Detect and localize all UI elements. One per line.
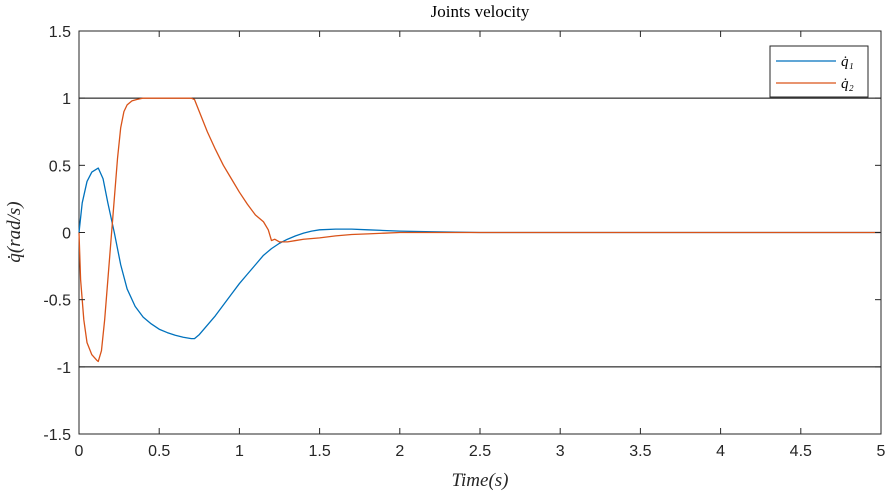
x-tick-label: 0: [75, 443, 84, 460]
y-tick-label: 0.5: [49, 158, 71, 175]
x-tick-label: 0.5: [148, 443, 170, 460]
x-axis-label: Time(s): [452, 470, 509, 491]
y-tick-label: -0.5: [43, 293, 71, 310]
y-axis-label: q̇(rad/s): [4, 201, 25, 262]
y-tick-label: 0: [62, 226, 71, 243]
x-tick-label: 2.5: [469, 443, 491, 460]
series-layer: [78, 97, 881, 363]
series-line-2: [78, 97, 881, 363]
x-tick-label: 4.5: [790, 443, 812, 460]
ticks-layer: 0 0.5 1 1.5 2 2.5 3 3.5 4 4.5 5 -1.5 -1 -0.5 0 0.5 1 1.5: [43, 24, 885, 460]
x-tick-label: 1: [235, 443, 244, 460]
y-tick-label: -1: [57, 360, 71, 377]
legend-label-1: q̇₁: [841, 54, 854, 70]
y-tick-label: -1.5: [43, 427, 71, 444]
legend: q̇₁ q̇₂: [769, 45, 869, 98]
y-tick-label: 1: [62, 91, 71, 108]
series-line-1: [78, 167, 881, 340]
x-tick-label: 2: [395, 443, 404, 460]
x-tick-label: 3: [556, 443, 565, 460]
x-tick-label: 3.5: [629, 443, 651, 460]
chart-title: Joints velocity: [431, 2, 530, 21]
legend-label-2: q̇₂: [841, 76, 854, 92]
x-tick-label: 5: [877, 443, 886, 460]
y-tick-label: 1.5: [49, 24, 71, 41]
x-tick-label: 1.5: [308, 443, 330, 460]
x-tick-label: 4: [716, 443, 725, 460]
reference-lines: [79, 97, 881, 368]
legend-box: [769, 45, 869, 98]
